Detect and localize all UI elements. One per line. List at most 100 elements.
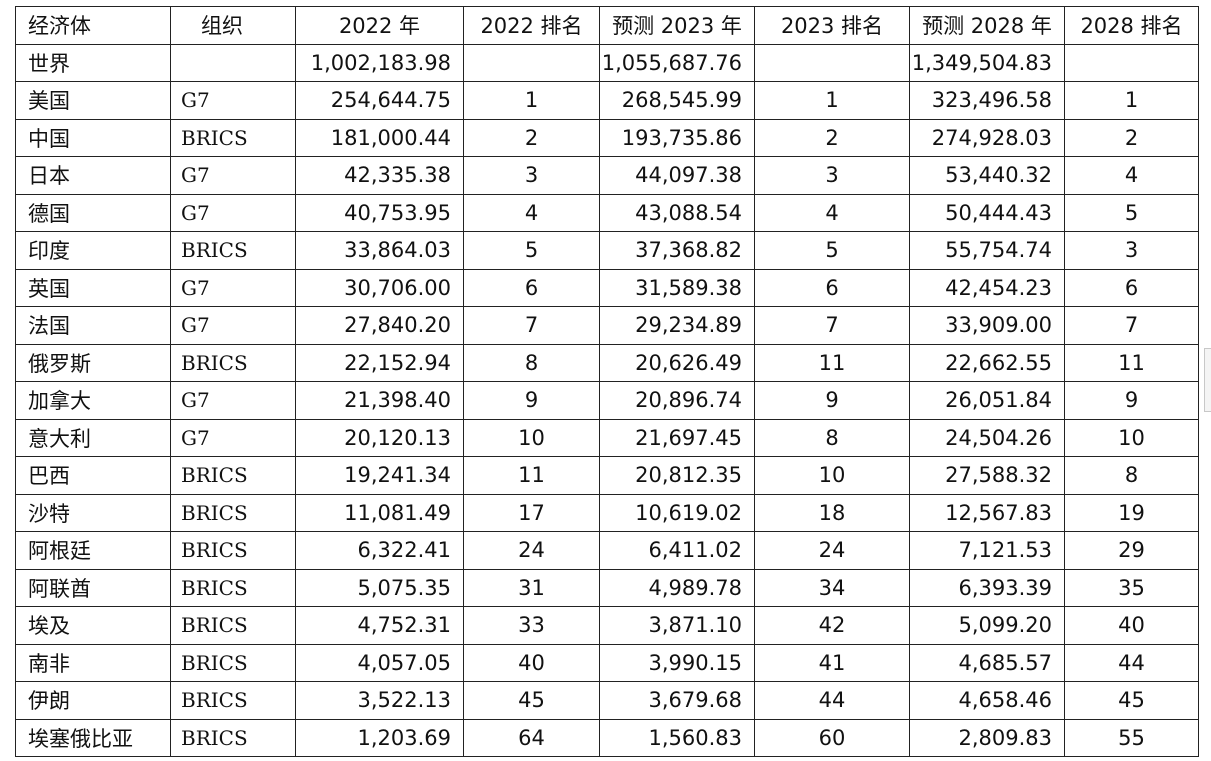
cell-forecast-2023[interactable]: 3,990.15 <box>599 643 755 682</box>
cell-forecast-2023[interactable]: 20,812.35 <box>599 456 755 495</box>
header-rank-2028[interactable]: 2028 排名 <box>1064 6 1199 45</box>
cell-rank-2022[interactable]: 10 <box>463 418 600 457</box>
cell-forecast-2028[interactable]: 42,454.23 <box>909 268 1065 307</box>
cell-rank-2023[interactable]: 18 <box>754 493 910 532</box>
cell-economy[interactable]: 埃及 <box>15 606 171 645</box>
cell-rank-2022[interactable]: 24 <box>463 531 600 570</box>
cell-economy[interactable]: 德国 <box>15 193 171 232</box>
cell-forecast-2023[interactable]: 6,411.02 <box>599 531 755 570</box>
cell-forecast-2028[interactable]: 33,909.00 <box>909 306 1065 345</box>
cell-value-2022[interactable]: 22,152.94 <box>295 343 464 382</box>
cell-value-2022[interactable]: 40,753.95 <box>295 193 464 232</box>
cell-forecast-2023[interactable]: 20,626.49 <box>599 343 755 382</box>
cell-rank-2023[interactable]: 10 <box>754 456 910 495</box>
cell-rank-2023[interactable]: 41 <box>754 643 910 682</box>
cell-rank-2023[interactable]: 44 <box>754 681 910 720</box>
cell-forecast-2023[interactable]: 31,589.38 <box>599 268 755 307</box>
cell-value-2022[interactable]: 6,322.41 <box>295 531 464 570</box>
cell-forecast-2028[interactable]: 5,099.20 <box>909 606 1065 645</box>
cell-rank-2022[interactable]: 31 <box>463 568 600 607</box>
cell-organization[interactable]: BRICS <box>170 718 296 757</box>
cell-forecast-2028[interactable]: 27,588.32 <box>909 456 1065 495</box>
cell-value-2022[interactable]: 20,120.13 <box>295 418 464 457</box>
cell-forecast-2023[interactable]: 10,619.02 <box>599 493 755 532</box>
cell-rank-2022[interactable]: 33 <box>463 606 600 645</box>
cell-forecast-2028[interactable]: 4,658.46 <box>909 681 1065 720</box>
cell-organization[interactable]: BRICS <box>170 456 296 495</box>
cell-rank-2023[interactable]: 34 <box>754 568 910 607</box>
cell-forecast-2028[interactable]: 26,051.84 <box>909 381 1065 420</box>
cell-organization[interactable]: BRICS <box>170 681 296 720</box>
cell-economy[interactable]: 英国 <box>15 268 171 307</box>
cell-organization[interactable]: BRICS <box>170 118 296 157</box>
cell-rank-2028[interactable]: 7 <box>1064 306 1199 345</box>
cell-rank-2022[interactable]: 11 <box>463 456 600 495</box>
cell-rank-2028[interactable]: 1 <box>1064 81 1199 120</box>
cell-rank-2023[interactable]: 2 <box>754 118 910 157</box>
cell-rank-2028[interactable]: 2 <box>1064 118 1199 157</box>
cell-rank-2022[interactable]: 64 <box>463 718 600 757</box>
cell-value-2022[interactable]: 1,203.69 <box>295 718 464 757</box>
cell-rank-2023[interactable]: 4 <box>754 193 910 232</box>
cell-forecast-2023[interactable]: 193,735.86 <box>599 118 755 157</box>
cell-forecast-2023[interactable]: 20,896.74 <box>599 381 755 420</box>
cell-rank-2028[interactable]: 5 <box>1064 193 1199 232</box>
cell-rank-2028[interactable]: 45 <box>1064 681 1199 720</box>
cell-rank-2022[interactable]: 17 <box>463 493 600 532</box>
cell-economy[interactable]: 世界 <box>15 43 171 82</box>
cell-rank-2028[interactable]: 10 <box>1064 418 1199 457</box>
cell-forecast-2023[interactable]: 3,871.10 <box>599 606 755 645</box>
cell-value-2022[interactable]: 5,075.35 <box>295 568 464 607</box>
cell-forecast-2023[interactable]: 1,560.83 <box>599 718 755 757</box>
cell-forecast-2028[interactable]: 24,504.26 <box>909 418 1065 457</box>
cell-organization[interactable]: BRICS <box>170 568 296 607</box>
cell-value-2022[interactable]: 21,398.40 <box>295 381 464 420</box>
cell-organization[interactable] <box>170 43 296 82</box>
cell-rank-2028[interactable]: 3 <box>1064 231 1199 270</box>
cell-rank-2028[interactable] <box>1064 43 1199 82</box>
cell-organization[interactable]: BRICS <box>170 643 296 682</box>
cell-value-2022[interactable]: 4,752.31 <box>295 606 464 645</box>
cell-economy[interactable]: 阿联酋 <box>15 568 171 607</box>
cell-rank-2022[interactable]: 8 <box>463 343 600 382</box>
cell-rank-2022[interactable]: 7 <box>463 306 600 345</box>
cell-rank-2023[interactable]: 9 <box>754 381 910 420</box>
cell-rank-2022[interactable]: 4 <box>463 193 600 232</box>
cell-organization[interactable]: G7 <box>170 81 296 120</box>
cell-rank-2023[interactable]: 60 <box>754 718 910 757</box>
cell-rank-2028[interactable]: 29 <box>1064 531 1199 570</box>
cell-rank-2028[interactable]: 4 <box>1064 156 1199 195</box>
cell-rank-2022[interactable] <box>463 43 600 82</box>
cell-economy[interactable]: 中国 <box>15 118 171 157</box>
cell-forecast-2028[interactable]: 22,662.55 <box>909 343 1065 382</box>
cell-rank-2023[interactable]: 24 <box>754 531 910 570</box>
cell-rank-2022[interactable]: 5 <box>463 231 600 270</box>
cell-organization[interactable]: BRICS <box>170 493 296 532</box>
cell-rank-2023[interactable]: 6 <box>754 268 910 307</box>
cell-rank-2022[interactable]: 9 <box>463 381 600 420</box>
header-rank-2022[interactable]: 2022 排名 <box>463 6 600 45</box>
cell-forecast-2028[interactable]: 323,496.58 <box>909 81 1065 120</box>
cell-forecast-2023[interactable]: 4,989.78 <box>599 568 755 607</box>
cell-rank-2028[interactable]: 40 <box>1064 606 1199 645</box>
cell-rank-2022[interactable]: 1 <box>463 81 600 120</box>
cell-economy[interactable]: 法国 <box>15 306 171 345</box>
header-value-2022[interactable]: 2022 年 <box>295 6 464 45</box>
cell-forecast-2028[interactable]: 1,349,504.83 <box>909 43 1065 82</box>
cell-economy[interactable]: 巴西 <box>15 456 171 495</box>
cell-organization[interactable]: G7 <box>170 306 296 345</box>
cell-rank-2028[interactable]: 9 <box>1064 381 1199 420</box>
cell-rank-2028[interactable]: 55 <box>1064 718 1199 757</box>
cell-value-2022[interactable]: 4,057.05 <box>295 643 464 682</box>
cell-economy[interactable]: 俄罗斯 <box>15 343 171 382</box>
cell-rank-2022[interactable]: 3 <box>463 156 600 195</box>
cell-value-2022[interactable]: 3,522.13 <box>295 681 464 720</box>
header-economy[interactable]: 经济体 <box>15 6 171 45</box>
cell-rank-2023[interactable] <box>754 43 910 82</box>
cell-economy[interactable]: 沙特 <box>15 493 171 532</box>
cell-economy[interactable]: 阿根廷 <box>15 531 171 570</box>
cell-rank-2028[interactable]: 8 <box>1064 456 1199 495</box>
cell-rank-2028[interactable]: 11 <box>1064 343 1199 382</box>
cell-organization[interactable]: BRICS <box>170 606 296 645</box>
cell-rank-2028[interactable]: 6 <box>1064 268 1199 307</box>
